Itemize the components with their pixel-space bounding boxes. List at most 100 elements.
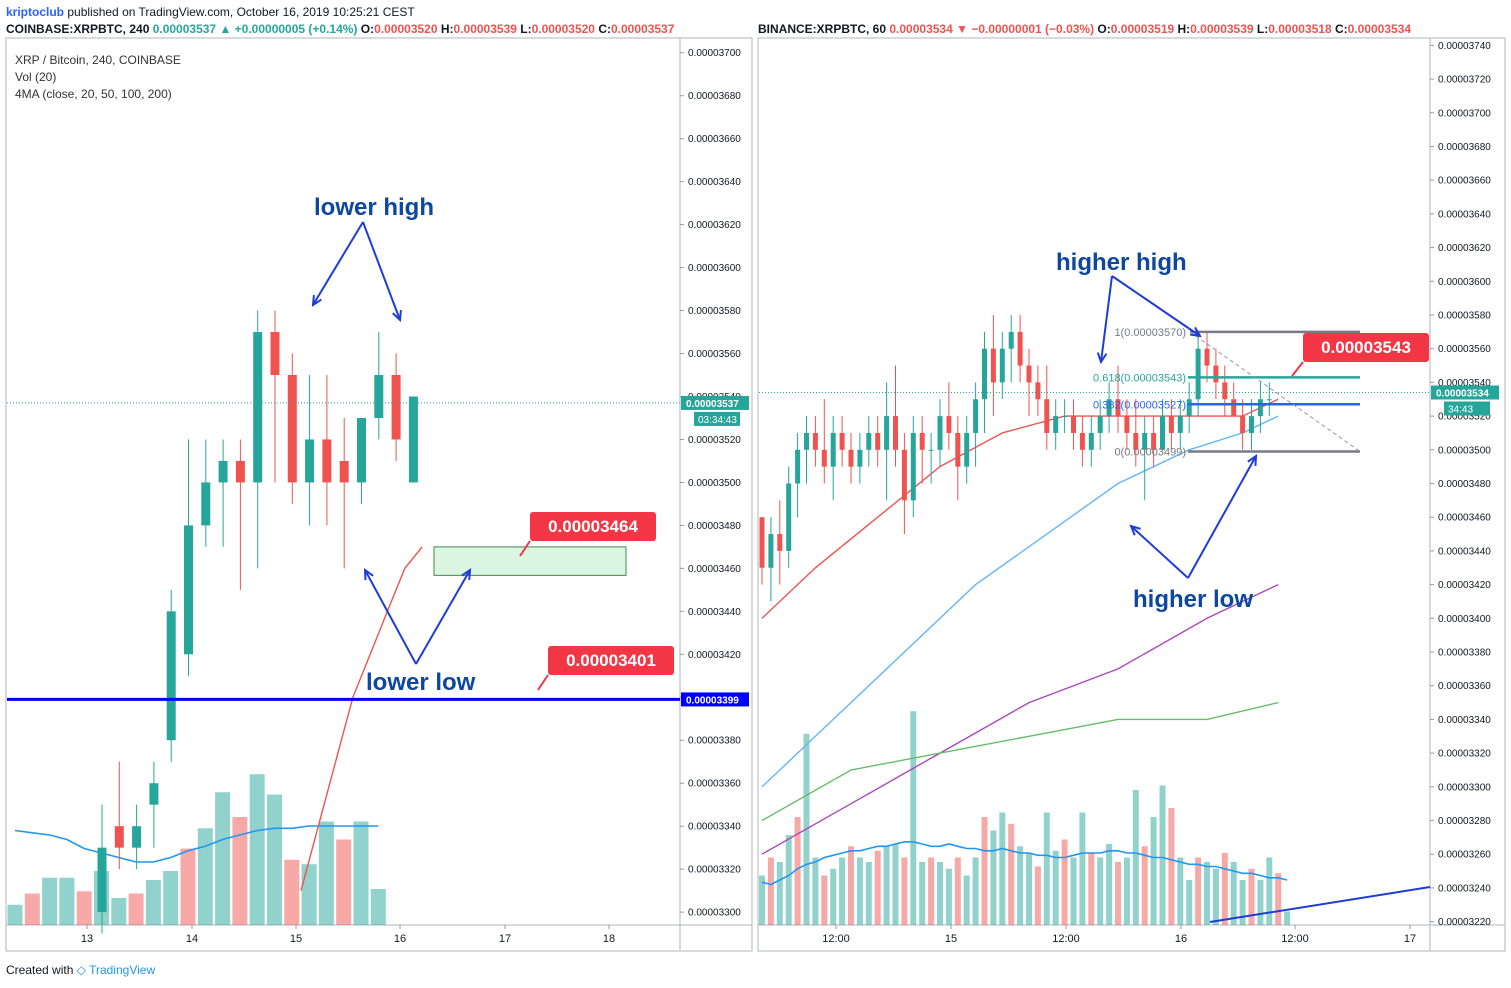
y-tick-label: 0.00003340 [688, 822, 741, 833]
candle-body [305, 439, 315, 483]
y-tick-label: 0.00003320 [688, 865, 741, 876]
volume-bar [59, 877, 75, 925]
volume-bar [785, 835, 792, 925]
volume-bar [180, 848, 196, 925]
candle-body [1079, 432, 1085, 450]
y-tick-label: 0.00003240 [1438, 883, 1491, 894]
candle-body [1115, 399, 1121, 417]
volume-bar [990, 830, 997, 925]
candle-body [408, 396, 418, 483]
annotation-higher-high: higher high [1056, 249, 1187, 276]
candle-body [982, 348, 987, 400]
candle-body [1017, 331, 1023, 366]
volume-bar [249, 774, 265, 925]
candle-body [937, 416, 943, 450]
candle-body [777, 534, 783, 551]
y-tick-label: 0.00003460 [688, 564, 741, 575]
candle-body [201, 482, 211, 526]
volume-bar [145, 880, 161, 925]
volume-bar [759, 875, 765, 925]
y-tick-label: 0.00003600 [688, 263, 741, 274]
candle-body [1142, 432, 1148, 450]
volume-bar [42, 877, 58, 925]
header-token: 0.00003537 [611, 22, 675, 36]
footer-brand[interactable]: TradingView [89, 963, 156, 977]
candle-body [1088, 432, 1094, 450]
ma20-line [761, 398, 1279, 619]
candle-body [1008, 331, 1014, 349]
volume-bar [1150, 817, 1157, 925]
y-tick-label: 0.00003500 [1438, 445, 1491, 456]
volume-bar [76, 891, 92, 925]
volume-bar [24, 893, 40, 925]
candle-body [928, 449, 934, 451]
candle-body [795, 449, 801, 484]
volume-bar [197, 828, 213, 925]
header-token: 0.00003534 [889, 22, 956, 36]
candle-body [357, 417, 366, 483]
candle-body [990, 348, 996, 383]
header-token: L: [1257, 22, 1268, 36]
countdown-bg [1444, 401, 1490, 416]
volume-bar [901, 857, 908, 925]
volume-bar [1266, 857, 1273, 925]
y-tick-label: 0.00003580 [688, 306, 741, 317]
candle-body [1151, 432, 1157, 450]
y-tick-label: 0.00003300 [688, 908, 741, 919]
support-label: 0.00003399 [686, 695, 739, 706]
header-token: −0.00000001 (−0.03%) [971, 22, 1097, 36]
header-token: 0.00003534 [1348, 22, 1412, 36]
author-link[interactable]: kriptoclub [6, 5, 65, 19]
candle-body [955, 432, 961, 467]
volume-bar [981, 817, 988, 925]
header-token: ▲ [219, 22, 234, 36]
y-tick-label: 0.00003600 [1438, 277, 1491, 288]
candle-body [830, 432, 836, 467]
volume-bar [821, 875, 828, 925]
volume-bar [1168, 808, 1175, 925]
volume-bar [945, 868, 952, 925]
ma200-line [761, 701, 1279, 822]
callout-pointer [1291, 361, 1304, 377]
arrow-head-icon [461, 568, 472, 581]
header-token: 0.00003537 [153, 22, 220, 36]
last-price-label: 0.00003537 [686, 399, 739, 410]
annotation-arrow [1187, 455, 1257, 579]
candle-body [875, 432, 881, 450]
price-callout-bg [548, 646, 674, 675]
volume-bar [1008, 823, 1015, 925]
y-tick-label: 0.00003300 [1438, 782, 1491, 793]
header-token: 0.00003520 [532, 22, 599, 36]
annotation-arrow [415, 569, 471, 665]
volume-bar [1212, 868, 1219, 925]
volume-bar [232, 817, 248, 925]
y-tick-label: 0.00003740 [1438, 41, 1491, 52]
legend-line: XRP / Bitcoin, 240, COINBASE [15, 53, 181, 67]
candle-body [149, 783, 159, 805]
volume-bar [999, 812, 1006, 925]
arrow-head-icon [392, 309, 402, 323]
y-tick-label: 0.00003660 [688, 134, 741, 145]
header-token: O: [1097, 22, 1110, 36]
y-tick-label: 0.00003460 [1438, 513, 1491, 524]
header-token: C: [1335, 22, 1348, 36]
price-callout-label: 0.00003543 [1321, 338, 1411, 357]
publish-text: published on TradingView.com, October 16… [67, 5, 415, 19]
chart-pane-1: 0.00003700 0.00003680 0.00003660 0.00003640… [5, 22, 753, 952]
volume-bar [1275, 873, 1282, 925]
price-callout-bg [1303, 333, 1429, 362]
tradingview-logo-icon[interactable]: ◇ [76, 963, 86, 977]
candle-body [1266, 399, 1272, 401]
volume-bar [1186, 880, 1193, 925]
candle-body [374, 375, 384, 418]
candle-body [1071, 416, 1076, 433]
y-tick-label: 0.00003360 [688, 779, 741, 790]
trend-line [1209, 886, 1431, 923]
candle-body [218, 460, 228, 483]
fib-label: 0(0.00003499) [1114, 446, 1186, 458]
candle-body [287, 375, 297, 483]
annotation-lower-low: lower low [366, 669, 476, 696]
header-token: ▼ [956, 22, 971, 36]
volume-bar [128, 893, 144, 925]
y-tick-label: 0.00003580 [1438, 310, 1491, 321]
